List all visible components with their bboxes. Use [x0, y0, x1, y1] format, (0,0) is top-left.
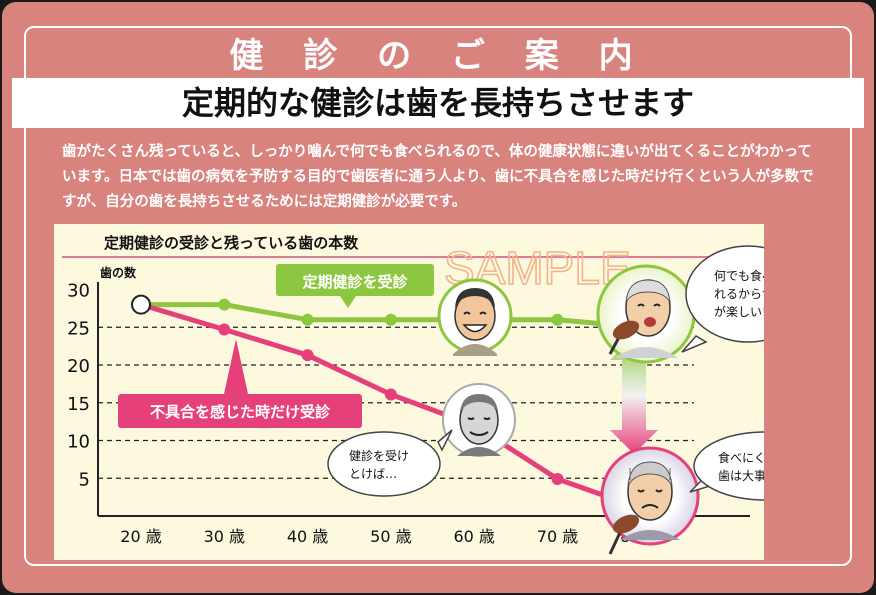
y-tick-label: 10: [67, 432, 90, 453]
x-tick-label: 30 歳: [204, 527, 245, 546]
x-tick-labels: 20 歳30 歳40 歳50 歳60 歳70 歳80 歳: [120, 527, 661, 546]
chart-panel: 定期健診の受診と残っている歯の本数 SAMPLE 歯の数 30 25 20 15 10 5…: [54, 224, 764, 560]
page-subtitle: 定期的な健診は歯を長持ちさせます: [181, 84, 694, 122]
sad-speech-bubble: 食べにくい・・・ 歯は大事だな: [689, 431, 764, 501]
y-tick-labels: 30 25 20 15 10 5: [67, 281, 90, 491]
data-point: [218, 323, 231, 336]
middle-speech-bubble: 健診を受け とけば…: [327, 429, 453, 497]
x-tick-label: 20 歳: [120, 527, 161, 546]
svg-text:食べにくい・・・ 歯は大事だな: 食べにくい・・・ 歯は大事だな: [718, 450, 764, 483]
data-point: [301, 349, 314, 362]
sad-elderly-man-icon: [600, 446, 700, 555]
food-skewer-icon: [608, 320, 640, 355]
x-tick-label: 70 歳: [537, 527, 578, 546]
happy-elderly-man-icon: [596, 264, 696, 364]
svg-text:何でも食べら れるから食事: 何でも食べら れるから食事 が楽しい!: [714, 268, 764, 319]
irregular-series-label: 不具合を感じた時だけ受診: [118, 339, 362, 428]
svg-text:健診を受け とけば…: 健診を受け とけば…: [349, 448, 413, 481]
data-point: [218, 298, 231, 311]
worried-man-icon: [442, 383, 516, 457]
y-axis-label: 歯の数: [100, 265, 137, 280]
start-point: [131, 294, 151, 315]
card-frame: [24, 26, 852, 566]
up-down-arrow-icon: [610, 336, 658, 454]
y-tick-label: 5: [79, 469, 90, 490]
y-tick-label: 15: [67, 394, 90, 415]
data-point: [551, 313, 564, 326]
chart-title: 定期健診の受診と残っている歯の本数: [104, 234, 359, 252]
y-tick-label: 25: [67, 318, 90, 339]
subtitle-bar: 定期的な健診は歯を長持ちさせます: [12, 78, 864, 128]
food-skewer-icon: [608, 514, 640, 555]
data-point: [384, 313, 397, 326]
x-tick-label: 50 歳: [370, 527, 411, 546]
regular-series-label: 定期健診を受診: [276, 264, 434, 308]
regular-series-name: 定期健診を受診: [302, 273, 408, 291]
y-tick-label: 20: [67, 356, 90, 377]
smiling-man-icon: [437, 278, 513, 356]
x-tick-label: 40 歳: [287, 527, 328, 546]
teeth-chart: 定期健診の受診と残っている歯の本数 SAMPLE 歯の数 30252015105…: [62, 234, 764, 555]
happy-speech-bubble: 何でも食べら れるから食事 が楽しい!: [681, 245, 764, 353]
x-tick-label: 60 歳: [453, 527, 494, 546]
y-tick-label: 30: [67, 281, 90, 302]
intro-text: 歯がたくさん残っていると、しっかり噛んで何でも食べられるので、体の健康状態に違い…: [62, 144, 814, 210]
data-point: [384, 388, 397, 401]
data-point: [551, 473, 564, 486]
irregular-series-name: 不具合を感じた時だけ受診: [150, 403, 331, 421]
data-point: [301, 313, 314, 326]
page-title: 健 診 の ご 案 内: [229, 36, 647, 76]
